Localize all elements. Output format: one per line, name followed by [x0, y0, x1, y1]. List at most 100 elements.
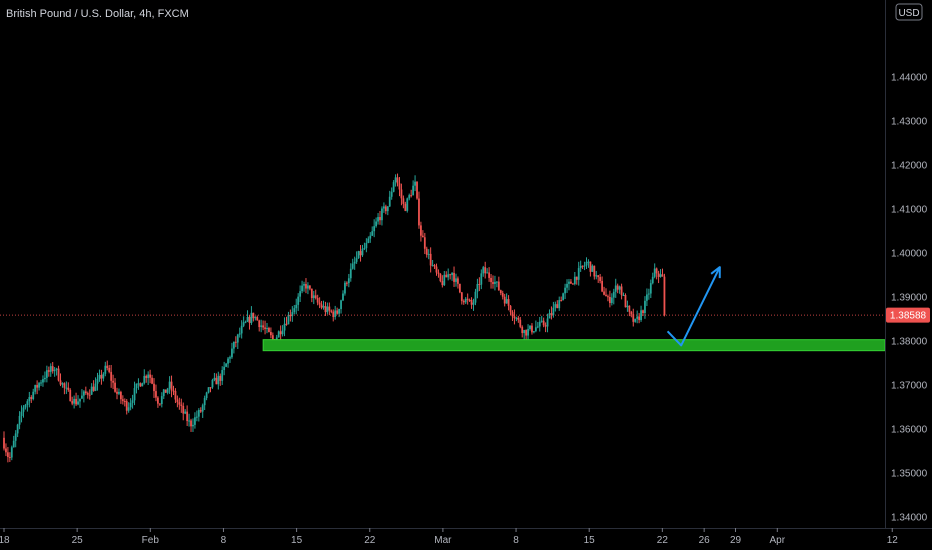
- candle-body: [342, 293, 344, 301]
- candle-body: [238, 333, 241, 335]
- candle-body: [505, 299, 508, 304]
- candle-body: [6, 452, 9, 458]
- candle-body: [534, 327, 537, 332]
- candle-body: [612, 291, 615, 298]
- candle-body: [277, 331, 280, 338]
- candle-body: [661, 274, 664, 277]
- candle-body: [44, 377, 46, 380]
- candle-body: [657, 273, 660, 277]
- candle-body: [108, 367, 111, 372]
- candle-body: [133, 388, 136, 401]
- candle-body: [279, 331, 282, 335]
- candle-body: [283, 323, 286, 331]
- candle-body: [106, 365, 109, 368]
- candle-body: [96, 378, 99, 384]
- candle-body: [182, 405, 185, 414]
- candle-body: [102, 373, 105, 379]
- candle-body: [480, 273, 483, 285]
- candle-body: [642, 310, 644, 314]
- time-axis[interactable]: 18 25 Feb 8 15 22 Mar 8 15 22 26 29 Apr 12: [0, 528, 898, 546]
- candle-body: [363, 248, 366, 250]
- candle-body: [418, 198, 420, 226]
- candle-body: [180, 404, 183, 406]
- candle-body: [538, 321, 541, 327]
- candle-body: [49, 366, 52, 372]
- price-tick-label: 1.44000: [891, 73, 928, 84]
- candle-body: [605, 294, 607, 297]
- candle-body: [266, 328, 268, 330]
- candle-body: [188, 420, 190, 422]
- candle-body: [386, 206, 389, 212]
- candle-body: [12, 440, 15, 448]
- candle-body: [495, 281, 498, 283]
- currency-badge[interactable]: USD: [895, 3, 923, 21]
- candle-body: [632, 314, 635, 322]
- candle-body: [585, 261, 588, 266]
- candle-body: [172, 390, 175, 392]
- candle-body: [490, 277, 492, 283]
- candle-body: [312, 295, 315, 299]
- time-tick-label: 22: [657, 535, 669, 546]
- last-price-tag-box: [886, 307, 930, 323]
- candle-body: [314, 295, 317, 298]
- candle-body: [258, 320, 261, 328]
- candle-body: [162, 389, 165, 397]
- candle-body: [546, 318, 549, 327]
- candle-body: [194, 417, 196, 425]
- candle-body: [525, 330, 528, 336]
- candle-body: [468, 299, 471, 301]
- currency-badge-label: USD: [898, 8, 919, 19]
- candle-body: [478, 284, 481, 286]
- candle-body: [67, 387, 70, 390]
- price-tick-label: 1.40000: [891, 249, 928, 260]
- candle-body: [575, 276, 578, 280]
- candle-body: [242, 322, 245, 326]
- candle-body: [3, 437, 5, 449]
- candle-body: [416, 181, 418, 199]
- candle-body: [523, 330, 526, 334]
- candle-body: [330, 310, 333, 312]
- candle-body: [488, 272, 491, 278]
- price-tick-label: 1.36000: [891, 425, 928, 436]
- candle-body: [392, 182, 395, 192]
- candle-body: [455, 278, 457, 282]
- price-axis[interactable]: 1.34000 1.35000 1.36000 1.37000 1.38000 1.390…: [891, 73, 928, 524]
- candle-body: [94, 383, 97, 391]
- candle-body: [135, 383, 138, 389]
- candle-body: [326, 306, 329, 313]
- candle-body: [359, 251, 362, 256]
- candle-body: [20, 411, 23, 416]
- candle-body: [618, 286, 621, 290]
- currency-badge-box: [895, 3, 923, 21]
- projection-arrow[interactable]: [666, 266, 721, 347]
- time-tick-label: 25: [72, 535, 84, 546]
- candle-body: [178, 402, 181, 405]
- candle-body: [443, 274, 446, 286]
- candle-body: [75, 398, 77, 405]
- candle-body: [390, 191, 393, 197]
- candle-body: [548, 313, 551, 319]
- time-tick-label: Apr: [770, 535, 786, 546]
- candle-body: [556, 304, 559, 309]
- candle-body: [435, 266, 438, 273]
- candle-body: [291, 312, 294, 317]
- candle-body: [164, 389, 167, 393]
- candle-body: [371, 231, 374, 236]
- candle-body: [301, 285, 303, 292]
- candle-body: [30, 397, 33, 400]
- candle-body: [308, 285, 311, 289]
- time-tick-label: 22: [364, 535, 376, 546]
- time-tick-label: 8: [221, 535, 227, 546]
- candle-body: [176, 399, 179, 403]
- candle-body: [129, 402, 132, 408]
- candle-body: [213, 377, 216, 380]
- candle-body: [529, 325, 531, 329]
- support-zone[interactable]: [262, 339, 886, 352]
- time-tick-label: 29: [730, 535, 742, 546]
- candle-body: [589, 261, 592, 272]
- candle-body: [377, 217, 379, 222]
- time-tick-label: 8: [513, 535, 519, 546]
- price-tick-label: 1.35000: [891, 469, 928, 480]
